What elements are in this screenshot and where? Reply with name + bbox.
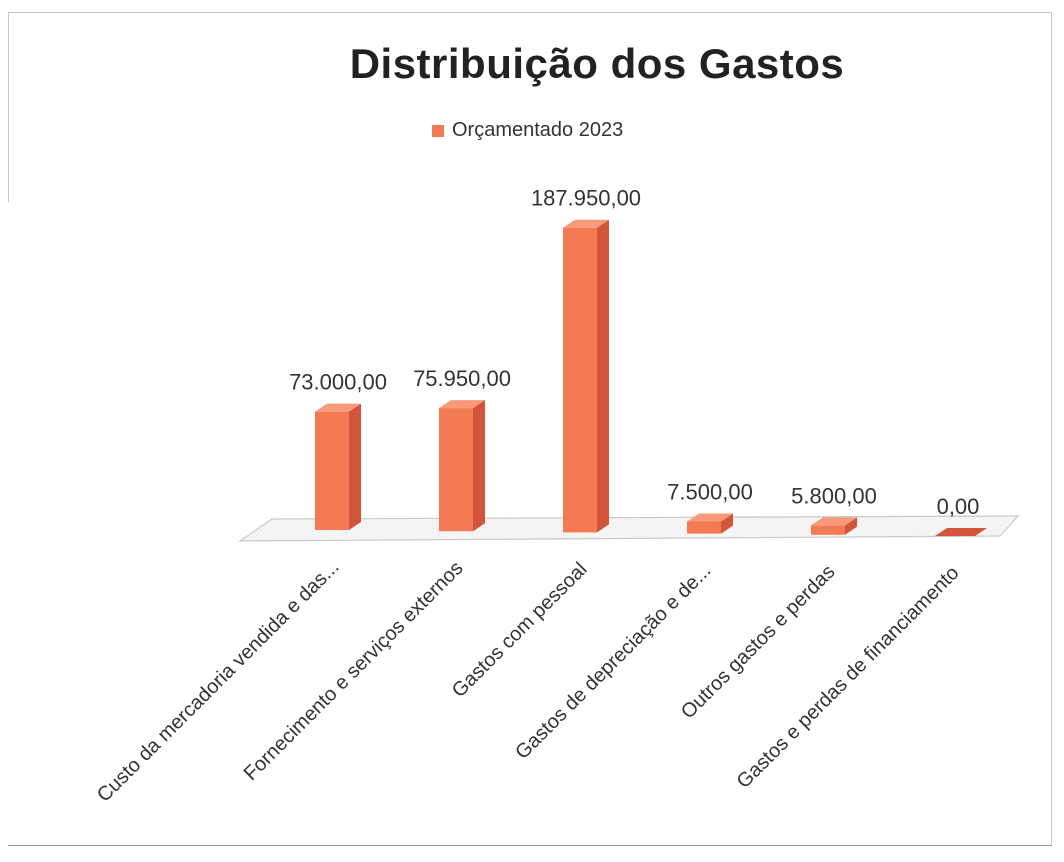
x-tick-label-6: Gastos e perdas de financiamento (733, 562, 964, 793)
bar-5 (811, 517, 857, 535)
data-label-3: 187.950,00 (531, 186, 641, 211)
frame-border-right (1051, 12, 1052, 845)
bar-3 (563, 219, 609, 533)
x-tick-label-4: Gastos de depreciação e de... (511, 560, 715, 764)
chart-legend: Orçamentado 2023 (432, 119, 623, 142)
x-tick-label-1: Custo da mercadoria vendida e das... (93, 556, 344, 807)
bar-top-face (315, 403, 361, 412)
bar-top-face (439, 400, 485, 409)
data-label-1: 73.000,00 (289, 370, 387, 395)
x-tick-label-2: Fornecimento e serviços externos (240, 557, 468, 785)
frame-border-left (8, 12, 9, 202)
data-label-2: 75.950,00 (413, 366, 511, 391)
bar-4 (687, 513, 733, 534)
bar-2 (439, 400, 485, 532)
data-label-5: 5.800,00 (791, 483, 877, 508)
data-label-4: 7.500,00 (667, 479, 753, 504)
chart-title: Distribuição dos Gastos (349, 40, 845, 87)
bar-6 (935, 528, 987, 536)
bar-side-face (845, 517, 857, 535)
bar-front-face (811, 525, 845, 535)
bar-side-face (721, 513, 733, 534)
bar-side-face (473, 400, 485, 532)
bar-top-face (563, 219, 609, 228)
bar-side-face (597, 219, 609, 533)
bar-side-face (349, 403, 361, 530)
frame-border-bottom (8, 845, 1052, 846)
bar-top-face (811, 517, 857, 526)
x-tick-label-3: Gastos com pessoal (448, 558, 592, 702)
legend-label: Orçamentado 2023 (452, 119, 624, 141)
bar-front-face (439, 408, 473, 532)
legend-swatch (432, 124, 444, 137)
bar-front-face (563, 227, 597, 533)
bar-front-face (315, 411, 349, 530)
bar-top-face (687, 513, 733, 522)
frame-border-top (8, 12, 1052, 13)
bar-1 (315, 403, 361, 530)
bar-front-face (687, 521, 721, 534)
data-label-6: 0,00 (937, 494, 980, 519)
bar-flat-face (935, 528, 987, 536)
